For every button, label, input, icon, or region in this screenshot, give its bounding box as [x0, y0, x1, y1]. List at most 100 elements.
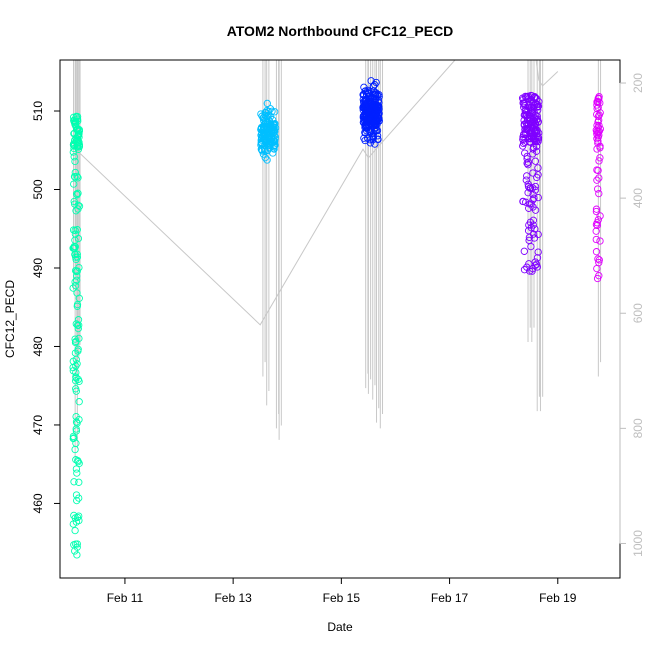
x-axis-label: Date	[327, 620, 353, 634]
data-point	[529, 169, 537, 177]
data-point	[532, 260, 541, 269]
data-point	[362, 107, 370, 115]
data-point	[69, 357, 77, 365]
data-point	[593, 121, 601, 130]
data-point	[595, 256, 603, 264]
y2-axis: 200 400 600 800 1000	[619, 73, 645, 557]
data-point	[360, 91, 368, 99]
data-point	[594, 128, 603, 136]
data-point	[70, 197, 78, 206]
x-axis: Feb 11 Feb 13 Feb 15 Feb 17 Feb 19	[107, 577, 577, 605]
data-point	[592, 207, 601, 216]
data-point	[371, 81, 379, 89]
data-point	[592, 235, 600, 244]
data-point	[367, 109, 375, 117]
data-point	[531, 186, 540, 194]
data-point	[592, 205, 601, 213]
data-point	[363, 123, 371, 132]
data-point	[72, 190, 81, 198]
x-tick-label: Feb 15	[323, 591, 361, 605]
data-point	[594, 133, 602, 141]
data-point	[74, 345, 82, 353]
data-point	[74, 316, 83, 324]
data-point	[531, 99, 540, 108]
data-point	[74, 324, 82, 333]
data-point	[71, 514, 79, 522]
data-point	[69, 367, 77, 375]
data-point	[373, 91, 382, 99]
chart-title: ATOM2 Northbound CFC12_PECD	[227, 23, 454, 39]
data-point	[70, 172, 79, 181]
y-tick-label: 490	[31, 258, 45, 278]
data-point	[263, 156, 271, 164]
data-point	[596, 142, 604, 150]
data-point	[594, 216, 602, 224]
x-tick-label: Feb 17	[431, 591, 469, 605]
data-point	[520, 99, 528, 107]
data-point	[71, 338, 80, 347]
data-point	[71, 157, 79, 166]
data-point	[519, 133, 527, 141]
data-point	[523, 159, 531, 167]
data-point	[265, 144, 273, 152]
data-point	[73, 540, 81, 548]
x-tick-label: Feb 11	[107, 591, 144, 605]
data-point	[72, 374, 80, 382]
data-point	[72, 491, 81, 499]
data-point	[70, 130, 78, 138]
data-point	[533, 100, 542, 109]
data-point	[595, 189, 603, 198]
data-point	[524, 134, 532, 142]
data-point	[369, 94, 377, 103]
data-point	[375, 102, 383, 111]
data-point	[71, 526, 79, 535]
data-point	[71, 236, 79, 244]
data-point	[72, 112, 80, 121]
data-point	[529, 115, 537, 124]
data-point	[70, 144, 78, 153]
data-point	[371, 121, 379, 129]
data-point	[519, 95, 527, 104]
data-point	[520, 266, 529, 274]
data-point	[73, 226, 81, 234]
data-point	[596, 109, 604, 117]
data-point	[595, 157, 603, 165]
data-point	[531, 157, 540, 165]
data-point	[532, 137, 541, 145]
data-point	[261, 122, 270, 130]
data-point	[75, 398, 83, 406]
data-point	[529, 145, 537, 153]
data-point	[69, 226, 78, 234]
data-point	[367, 119, 375, 128]
data-point	[534, 230, 542, 239]
altitude-trace-layer	[73, 60, 602, 463]
y-tick-label: 510	[31, 101, 45, 121]
data-point	[73, 496, 81, 505]
data-point	[263, 99, 271, 108]
data-point	[528, 267, 536, 275]
series-leg5	[592, 92, 604, 283]
data-point	[529, 216, 538, 224]
data-point	[74, 201, 82, 209]
data-point	[528, 132, 536, 141]
y2-tick-label: 1000	[631, 530, 645, 557]
data-point	[75, 263, 83, 272]
data-point	[533, 173, 541, 182]
data-point	[69, 432, 78, 441]
y2-tick-label: 400	[631, 188, 645, 208]
data-point	[527, 224, 535, 232]
data-point	[269, 121, 278, 129]
data-point	[360, 83, 368, 91]
data-point	[596, 212, 604, 220]
data-point	[592, 126, 600, 134]
data-point	[530, 117, 539, 125]
y-axis-label: CFC12_PECD	[3, 280, 17, 358]
data-point	[73, 360, 81, 368]
data-point	[369, 133, 378, 141]
y-tick-label: 460	[31, 493, 45, 513]
data-point	[371, 140, 379, 148]
data-point	[524, 124, 532, 133]
data-point	[75, 415, 83, 424]
data-point	[529, 190, 537, 199]
data-point	[257, 136, 265, 144]
